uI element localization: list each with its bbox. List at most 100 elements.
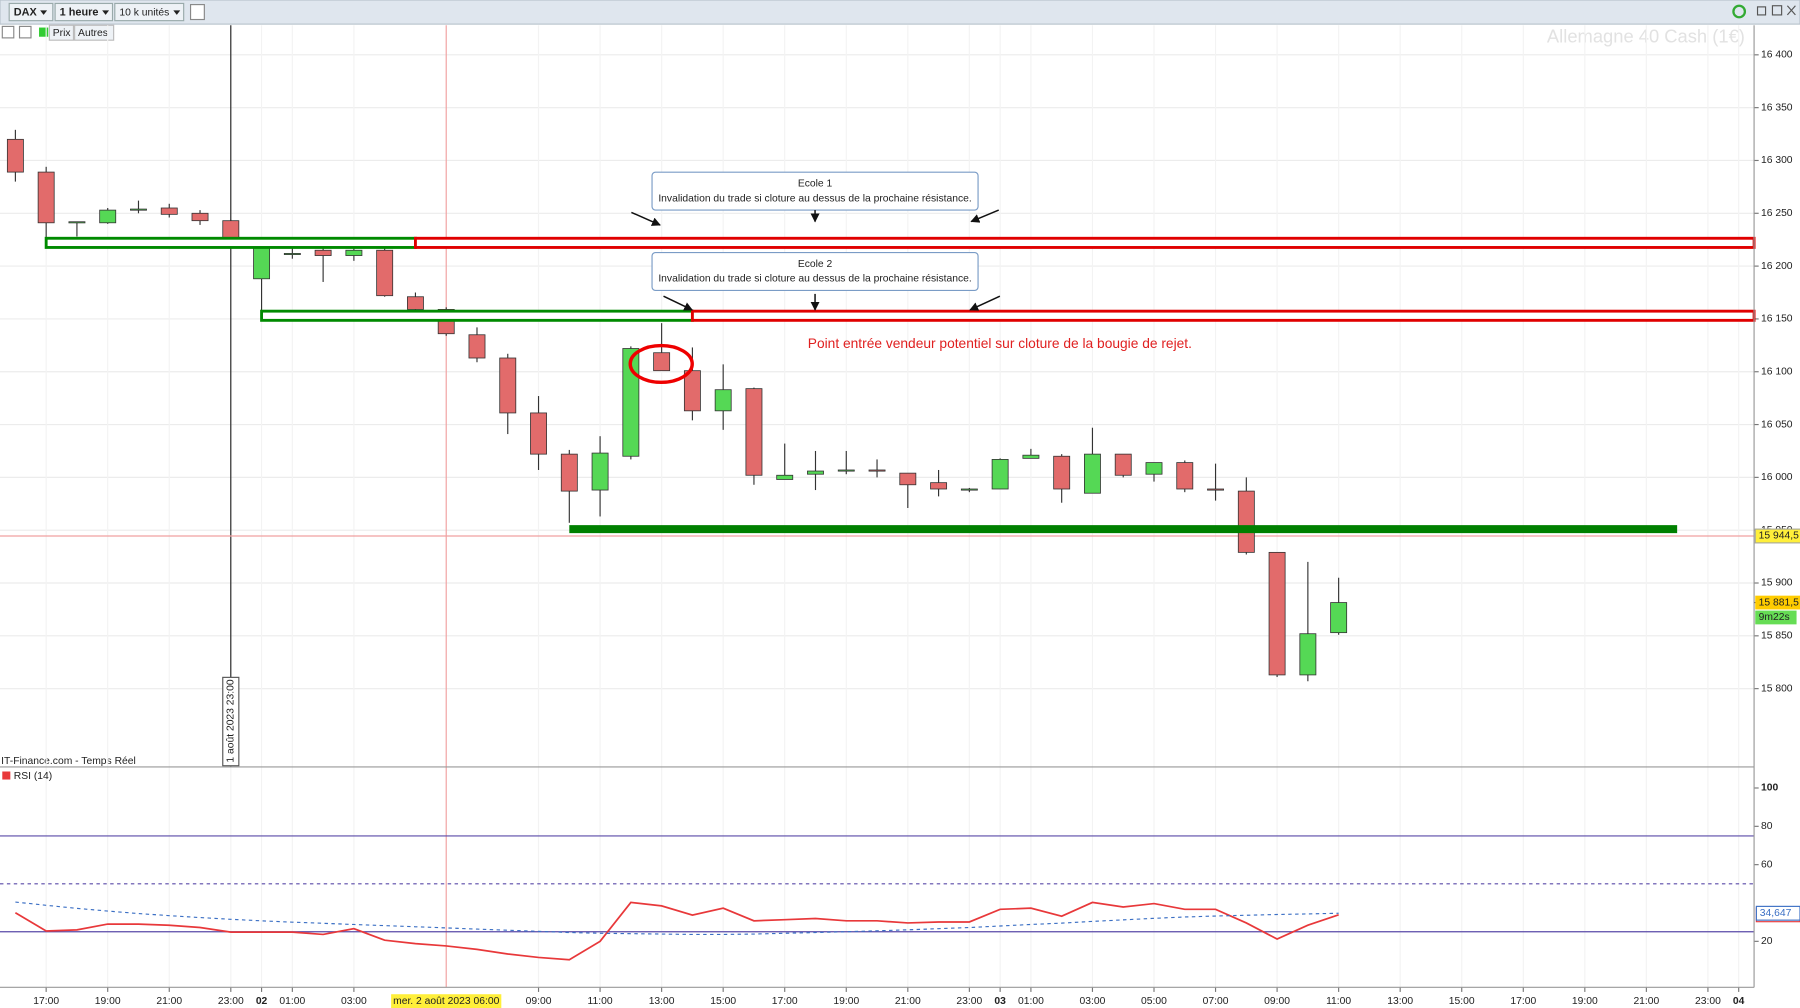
annotation-title: Ecole 1 [798,178,833,189]
maximize-icon[interactable] [1771,5,1783,16]
tab[interactable] [48,24,75,41]
add-indicator[interactable] [18,25,32,39]
rsi-title: RSI (14) [14,771,52,782]
cursor-time: 1 août 2023 23:00 [226,679,237,763]
source: IT-Finance.com - Temps Réel [1,756,136,767]
x-tick-label: 21:00 [895,996,921,1007]
x-tick-label: 04 [1733,996,1745,1007]
y-tick-label: 16 350 [1761,102,1793,113]
level-band [260,309,694,322]
candle-body [591,452,609,491]
dropdown-arrow [40,10,48,15]
candle-body [283,253,301,255]
last-value-label: 34,647 [1760,908,1792,919]
arrow [969,295,1001,311]
candle-body [868,469,886,472]
info-button[interactable] [189,4,205,21]
price-color [39,27,49,37]
x-tick-label: 11:00 [588,996,613,1007]
x-tick-label: 15:00 [1449,996,1475,1007]
annotation-text: Invalidation du trade si cloture au dess… [658,193,971,204]
zoom-in[interactable] [1,25,15,39]
last-price-box [1755,595,1800,610]
refresh-icon[interactable] [1732,4,1747,19]
candle-body [530,412,547,455]
arrow [631,211,661,226]
y-tick-label: 16 200 [1761,261,1793,272]
tab-label: Prix [53,28,72,39]
level-band [690,309,1756,322]
crosshair-price-box [1754,528,1800,544]
x-tick-label: 13:00 [1387,996,1413,1007]
y-tick-label: 16 150 [1761,314,1793,325]
y-tick-label: 80 [1761,821,1773,832]
candle-body [1299,633,1317,676]
x-tick-label: 13:00 [649,996,675,1007]
candle-body [837,469,855,472]
candle-body [160,207,178,215]
period: 1 heure [60,7,99,19]
dropdown-arrow [102,10,110,15]
arrow [970,209,1000,223]
y-tick-label: 15 850 [1761,631,1793,642]
candle-body [6,138,24,173]
dropdown-arrow [173,10,181,15]
arrows [631,209,1001,311]
x-tick-label: 21:00 [156,996,182,1007]
x-tick-label: 17:00 [772,996,798,1007]
entry-note: Point entrée vendeur potentiel sur clotu… [808,336,1192,351]
x-tick-label: 15:00 [710,996,736,1007]
candle-body [776,474,794,480]
candle-body [376,249,394,297]
x-tick-label: 09:00 [526,996,552,1007]
last-price: 15 881,5 [1759,597,1799,608]
cursor-time-box [222,676,240,767]
candle-body [960,488,978,491]
rsi-line [15,901,1339,936]
candle-body [191,212,209,222]
rsi-line [14,901,1339,961]
level-band [44,236,417,249]
x-tick-label: 23:00 [218,996,244,1007]
tab[interactable] [74,24,115,41]
symbol: DAX [14,7,38,19]
candle-body [1145,462,1163,475]
symbol-select[interactable] [8,2,54,22]
x-tick-label: 09:00 [1264,996,1290,1007]
toolbar [0,0,1800,25]
close-icon[interactable] [1786,5,1796,16]
crosshair-time-box [391,994,502,1008]
rsi-color [2,771,11,780]
x-tick-label: 19:00 [833,996,859,1007]
y-tick-label: 16 000 [1761,472,1793,483]
annotation-box [651,252,979,292]
x-tick-label: 21:00 [1633,996,1659,1007]
x-tick-label: 23:00 [1695,996,1721,1007]
candle-body [1114,453,1132,476]
candle-body [99,209,117,224]
candle-body [1268,551,1286,676]
y-tick-label: 16 300 [1761,155,1793,166]
y-tick-label: 20 [1761,936,1773,947]
candle-body [1053,455,1071,490]
candle-body [345,249,363,256]
x-tick-label: 01:00 [279,996,305,1007]
size-select[interactable] [114,2,185,22]
x-tick-label: 03:00 [1080,996,1106,1007]
candle-body [807,470,824,475]
arrow [663,295,694,311]
minimize-icon[interactable] [1756,6,1767,16]
candle-body [68,221,86,224]
candle-body [130,208,147,211]
candle-body [745,388,763,476]
y-tick-label: 16 250 [1761,208,1793,219]
candle-body [1207,488,1224,491]
y-tick-label: 60 [1761,859,1773,870]
candle-body [714,389,732,412]
x-tick-label: 05:00 [1141,996,1167,1007]
x-tick-label: 19:00 [1572,996,1598,1007]
period-select[interactable] [54,2,114,22]
x-tick-label: 01:00 [1018,996,1044,1007]
